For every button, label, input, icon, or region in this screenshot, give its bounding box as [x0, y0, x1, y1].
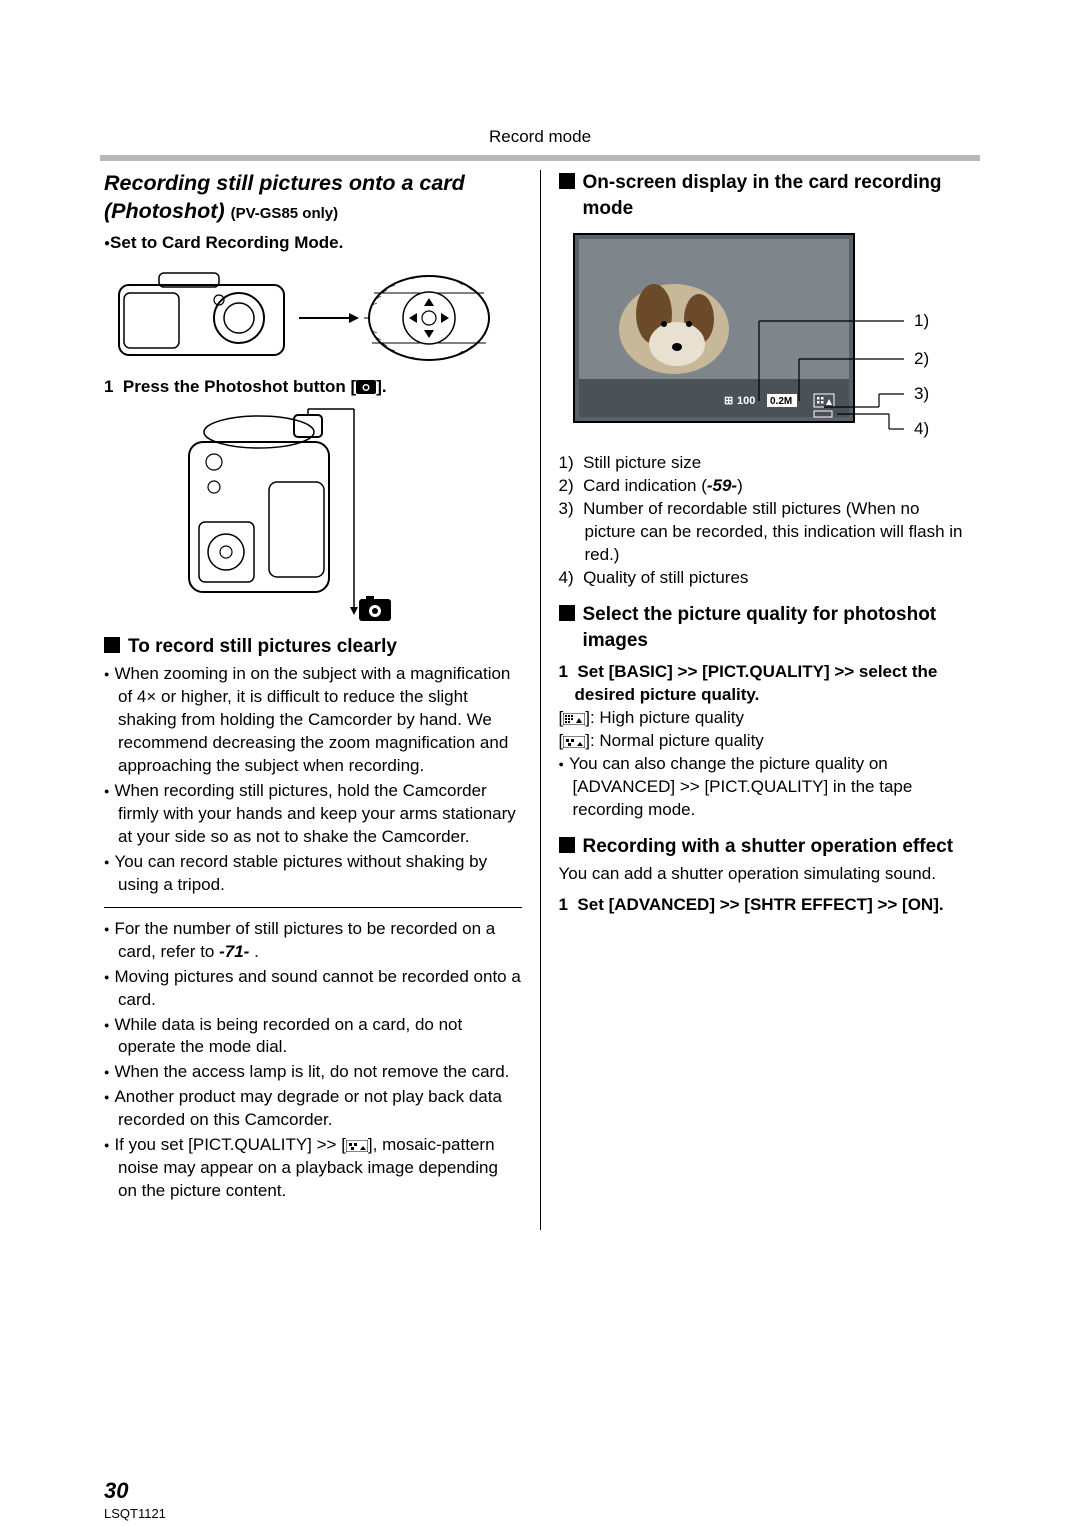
svg-text:4): 4)	[914, 419, 929, 438]
left-column: Recording still pictures onto a card (Ph…	[100, 170, 540, 1466]
figure-camcorder-rear	[104, 407, 522, 622]
section-picture-quality: Select the picture quality for photoshot…	[559, 602, 971, 653]
list-item: 4) Quality of still pictures	[559, 567, 971, 590]
section-osd: On-screen display in the card recording …	[559, 170, 971, 221]
sec3-text: You can add a shutter operation simulati…	[559, 863, 971, 886]
section-header: Record mode	[100, 127, 980, 147]
page-number: 30	[104, 1478, 166, 1504]
list-item: For the number of still pictures to be r…	[104, 918, 522, 964]
page: Record mode Recording still pictures ont…	[100, 130, 980, 1466]
svg-text:0.2M: 0.2M	[770, 396, 792, 407]
main-title: Recording still pictures onto a card (Ph…	[104, 170, 522, 226]
sec2-step1: 1 Set [BASIC] >> [PICT.QUALITY] >> selec…	[559, 661, 971, 707]
list-item: 3) Number of recordable still pictures (…	[559, 498, 971, 567]
list-item: 2) Card indication (-59-)	[559, 475, 971, 498]
svg-text:2): 2)	[914, 349, 929, 368]
list-item: 1) Still picture size	[559, 452, 971, 475]
normal-quality-icon	[346, 1140, 368, 1152]
osd-remain: 100	[737, 395, 755, 407]
square-bullet-icon	[559, 837, 575, 853]
step-1: 1 Press the Photoshot button [].	[104, 376, 522, 399]
footer: 30 LSQT1121	[104, 1478, 166, 1521]
page-ref: -71-	[219, 942, 249, 961]
list-item: When the access lamp is lit, do not remo…	[104, 1061, 522, 1084]
sec1-title: To record still pictures clearly	[128, 634, 397, 660]
square-bullet-icon	[559, 605, 575, 621]
normal-quality-icon	[563, 736, 585, 748]
list-item: Another product may degrade or not play …	[104, 1086, 522, 1132]
page-ref: -59-	[707, 476, 737, 495]
step1-num: 1	[104, 377, 113, 396]
list-item: When zooming in on the subject with a ma…	[104, 663, 522, 778]
osd-legend: 1) Still picture size 2) Card indication…	[559, 452, 971, 590]
svg-text:3): 3)	[914, 384, 929, 403]
svg-text:⊞: ⊞	[724, 395, 733, 407]
header-divider	[100, 155, 980, 161]
columns: Recording still pictures onto a card (Ph…	[100, 130, 980, 1466]
camera-icon	[356, 380, 376, 394]
title-line2: (Photoshot)	[104, 199, 225, 223]
sec3-step1: 1 Set [ADVANCED] >> [SHTR EFFECT] >> [ON…	[559, 894, 971, 917]
title-note: (PV-GS85 only)	[231, 205, 339, 222]
divider-line	[104, 907, 522, 908]
set-mode-text: Set to Card Recording Mode.	[110, 233, 343, 252]
sec2-list: For the number of still pictures to be r…	[104, 918, 522, 1203]
hq-line: []: High picture quality	[559, 707, 971, 730]
osd-title: On-screen display in the card recording …	[583, 170, 971, 221]
list-item: While data is being recorded on a card, …	[104, 1014, 522, 1060]
list-item: You can also change the picture quality …	[559, 753, 971, 822]
title-line1: Recording still pictures onto a card	[104, 171, 465, 195]
sec3-title: Recording with a shutter operation effec…	[583, 834, 954, 860]
doc-code: LSQT1121	[104, 1506, 166, 1521]
square-bullet-icon	[104, 637, 120, 653]
set-mode-line: ●Set to Card Recording Mode.	[104, 232, 522, 255]
step1-end: ].	[376, 377, 386, 396]
sec2-bullets: You can also change the picture quality …	[559, 753, 971, 822]
section-record-clearly: To record still pictures clearly	[104, 634, 522, 660]
sec2-title: Select the picture quality for photoshot…	[583, 602, 971, 653]
high-quality-icon	[563, 713, 585, 725]
list-item: You can record stable pictures without s…	[104, 851, 522, 897]
list-item: When recording still pictures, hold the …	[104, 780, 522, 849]
section-shutter-effect: Recording with a shutter operation effec…	[559, 834, 971, 860]
figure-camcorder-dial	[104, 263, 522, 368]
list-item: Moving pictures and sound cannot be reco…	[104, 966, 522, 1012]
nq-line: []: Normal picture quality	[559, 730, 971, 753]
square-bullet-icon	[559, 173, 575, 189]
step1-text: Press the Photoshot button [	[123, 377, 356, 396]
svg-text:1): 1)	[914, 311, 929, 330]
figure-osd: ⊞ 100 0.2M	[559, 229, 971, 444]
right-column: On-screen display in the card recording …	[541, 170, 981, 1466]
list-item: If you set [PICT.QUALITY] >> [], mosaic-…	[104, 1134, 522, 1203]
sec1-list: When zooming in on the subject with a ma…	[104, 663, 522, 896]
